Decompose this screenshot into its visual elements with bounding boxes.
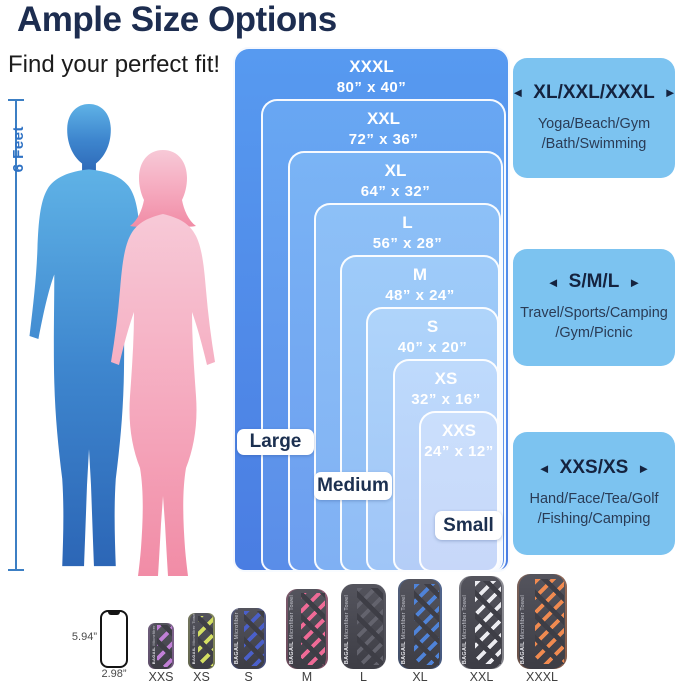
- size-rect-label: XXXL 80” x 40”: [235, 56, 508, 98]
- towel-brand-label: BAGAIL Microfiber Towel: [151, 623, 156, 664]
- panel-title: ◄ XXS/XS ►: [538, 457, 650, 479]
- towel-brand-label: BAGAIL Microfiber Towel: [462, 594, 468, 664]
- towel-xxl: BAGAIL Microfiber Towel: [459, 576, 504, 669]
- towel-size-label: S: [244, 670, 253, 682]
- size-dimensions: 24” x 12”: [424, 443, 494, 461]
- towel-brand-label: BAGAIL Microfiber Towel: [520, 594, 526, 664]
- size-dimensions: 40” x 20”: [397, 339, 468, 357]
- size-name: S: [426, 317, 439, 336]
- size-dimensions: 64” x 32”: [360, 183, 431, 201]
- towel-m: BAGAIL Microfiber Towel: [286, 589, 328, 669]
- size-dimensions: 80” x 40”: [336, 79, 407, 97]
- towel-brand-label: BAGAIL Microfiber Towel: [289, 594, 295, 664]
- size-dimensions: 56” x 28”: [372, 235, 443, 253]
- towel-size-label: XXXL: [526, 670, 558, 682]
- towel-size-label: XXL: [469, 670, 494, 682]
- size-name: XS: [434, 369, 458, 388]
- towel-brand-label: BAGAIL Microfiber Towel: [344, 594, 350, 664]
- height-ruler: [8, 99, 24, 571]
- towel-size-label: XL: [412, 670, 428, 682]
- size-name: L: [402, 213, 413, 232]
- towel-stripes: [243, 611, 264, 666]
- towel-s: BAGAIL Microfiber Towel: [231, 608, 266, 669]
- towel-xxxl: BAGAIL Microfiber Towel: [517, 574, 567, 669]
- size-rect-label: M 48” x 24”: [342, 264, 498, 306]
- woman-silhouette: [111, 150, 215, 576]
- panel-title-text: XL/XXL/XXXL: [533, 81, 655, 103]
- group-label-medium: Medium: [314, 472, 392, 500]
- arrow-left-icon: ◄: [537, 460, 551, 476]
- arrow-right-icon: ►: [637, 460, 651, 476]
- panel-uses: Yoga/Beach/Gym/Bath/Swimming: [537, 115, 651, 152]
- group-label-large: Large: [237, 429, 314, 455]
- towel-xl: BAGAIL Microfiber Towel: [398, 579, 442, 669]
- arrow-right-icon: ►: [663, 85, 677, 101]
- arrow-left-icon: ◄: [546, 274, 560, 290]
- towel-stripes: [535, 578, 564, 665]
- size-name: M: [412, 265, 428, 284]
- page-title: Ample Size Options: [17, 0, 337, 39]
- size-rect-label: S 40” x 20”: [368, 316, 497, 358]
- panel-title: ◄ S/M/L ►: [547, 271, 641, 293]
- towel-size-label: XS: [193, 670, 210, 682]
- towel-stripes: [475, 580, 501, 665]
- size-name: XL: [384, 161, 407, 180]
- towel-stripes: [157, 625, 173, 667]
- group-label-small: Small: [435, 511, 502, 540]
- panel-title-text: XXS/XS: [559, 457, 629, 479]
- towel-stripes: [357, 588, 383, 665]
- ruler-line: [15, 99, 17, 571]
- use-panel-xl-xxl-xxxl: ◄ XL/XXL/XXXL ► Yoga/Beach/Gym/Bath/Swimmin…: [511, 58, 677, 178]
- phone-notch: [108, 612, 120, 615]
- arrow-left-icon: ◄: [511, 85, 525, 101]
- towel-stripes: [301, 593, 326, 665]
- panel-title: ◄ XL/XXL/XXXL ►: [511, 82, 676, 104]
- phone-height-label: 5.94”: [71, 631, 97, 643]
- size-dimensions: 32” x 16”: [411, 391, 481, 409]
- towel-size-label: L: [360, 670, 367, 682]
- size-rect-xxs: XXS 24” x 12”: [419, 411, 499, 572]
- size-rect-label: XL 64” x 32”: [290, 160, 501, 202]
- arrow-right-icon: ►: [628, 274, 642, 290]
- size-rect-label: XXL 72” x 36”: [263, 108, 504, 150]
- use-panel-s-m-l: ◄ S/M/L ► Travel/Sports/Camping/Gym/Picnic: [513, 249, 675, 366]
- panel-uses: Hand/Face/Tea/Golf/Fishing/Camping: [529, 491, 659, 527]
- size-rect-label: XXS 24” x 12”: [421, 420, 497, 462]
- size-rect-label: L 56” x 28”: [316, 212, 499, 254]
- size-name: XXXL: [349, 57, 394, 76]
- man-silhouette: [29, 103, 149, 567]
- towel-stripes: [197, 615, 214, 667]
- towel-size-label: XXS: [148, 670, 174, 682]
- size-dimensions: 72” x 36”: [348, 131, 419, 149]
- towel-l: BAGAIL Microfiber Towel: [341, 584, 386, 669]
- towel-xs: BAGAIL Microfiber Towel: [188, 613, 215, 669]
- size-name: XXS: [441, 421, 477, 440]
- towel-brand-label: BAGAIL Microfiber Towel: [401, 594, 407, 664]
- phone-outline: [100, 610, 128, 668]
- towel-brand-label: BAGAIL Microfiber Towel: [234, 608, 240, 664]
- towel-stripes: [413, 583, 439, 665]
- ruler-bottom-cap: [8, 569, 24, 571]
- size-name: XXL: [366, 109, 401, 128]
- towel-xxs: BAGAIL Microfiber Towel: [148, 623, 174, 669]
- towel-brand-label: BAGAIL Microfiber Towel: [191, 613, 196, 664]
- size-rect-label: XS 32” x 16”: [395, 368, 497, 410]
- phone-width-label: 2.98”: [101, 668, 127, 680]
- towel-size-label: M: [301, 670, 313, 682]
- panel-uses: Travel/Sports/Camping/Gym/Picnic: [520, 305, 668, 341]
- panel-title-text: S/M/L: [568, 271, 620, 293]
- page-subtitle: Find your perfect fit!: [8, 51, 221, 78]
- use-panel-xxs-xs: ◄ XXS/XS ► Hand/Face/Tea/Golf/Fishing/Campi…: [513, 432, 675, 555]
- size-dimensions: 48” x 24”: [385, 287, 455, 305]
